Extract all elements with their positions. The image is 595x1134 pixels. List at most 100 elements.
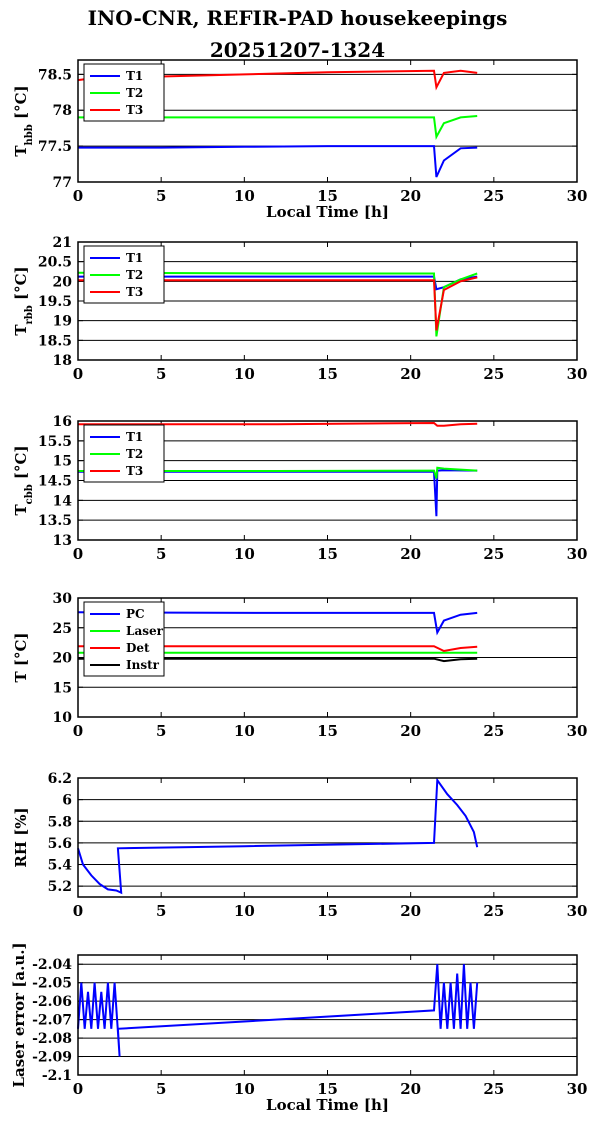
y-tick-label: 18.5 [38, 333, 72, 349]
chart-panel-2: 18 18.5 19 19.5 20 20.5 21 0 5 10 15 20 25 30 Trbb [°C… [12, 235, 587, 383]
y-tick-label: 15.5 [38, 434, 72, 450]
series-line-pc [77, 611, 478, 636]
series-line-1 [77, 777, 479, 895]
y-axis-label: Laser error [a.u.] [10, 942, 28, 1087]
chart-panel-3: 13 13.5 14 14.5 15 15.5 16 0 5 10 15 20 25 30 Tcbb [°C… [12, 414, 587, 563]
legend-label: T1 [126, 251, 143, 265]
x-tick-label: 20 [400, 187, 421, 205]
x-tick-label: 20 [400, 365, 421, 383]
y-tick-label: 19 [53, 314, 72, 330]
series-line-det [78, 645, 478, 653]
legend: PC Laser Det Instr [83, 601, 165, 677]
x-tick-label: 20 [400, 902, 421, 920]
y-tick-label: 20 [53, 651, 73, 667]
legend-label: T2 [126, 86, 143, 100]
legend-label: T3 [126, 285, 143, 299]
x-tick-label: 30 [567, 187, 588, 205]
y-axis-label: RH [%] [12, 807, 30, 867]
x-tick-label: 5 [156, 187, 166, 205]
x-tick-label: 25 [483, 545, 504, 563]
y-tick-label: 14.5 [38, 474, 72, 490]
y-tick-label: 19.5 [38, 294, 72, 310]
x-tick-label: 0 [73, 1080, 83, 1098]
y-tick-label: 21 [53, 235, 72, 251]
x-tick-label: 25 [483, 365, 504, 383]
legend-label: T3 [126, 103, 143, 117]
x-axis-label: Local Time [h] [266, 1096, 389, 1114]
x-tick-label: 10 [234, 187, 255, 205]
x-tick-label: 0 [73, 722, 83, 740]
y-tick-label: 5.2 [48, 879, 72, 895]
y-tick-label: 16 [53, 414, 72, 430]
y-tick-label: 25 [53, 621, 72, 637]
legend: T1 T2 T3 [83, 245, 165, 304]
x-tick-label: 5 [156, 365, 166, 383]
x-tick-label: 15 [317, 1080, 338, 1098]
legend: T1 T2 T3 [83, 63, 165, 122]
chart-panel-5: 5.2 5.4 5.6 5.8 6 6.2 0 5 10 15 20 25 30 RH [%] [12, 771, 587, 920]
title-line-2: 20251207-1324 [209, 38, 386, 62]
y-tick-label: 30 [53, 591, 73, 607]
y-tick-label: 6 [62, 793, 72, 809]
series-line-t3 [78, 276, 478, 331]
x-tick-label: 0 [73, 545, 83, 563]
y-tick-label: 78 [53, 103, 72, 119]
legend-label: PC [126, 607, 145, 621]
y-tick-label: -2.07 [32, 1013, 72, 1029]
y-tick-label: 10 [53, 710, 73, 726]
x-axis-label: Local Time [h] [266, 203, 389, 221]
x-tick-label: 10 [234, 545, 255, 563]
y-tick-label: 13.5 [38, 513, 72, 529]
plot-frame [77, 597, 578, 718]
y-tick-label: 5.6 [48, 836, 72, 852]
y-axis-label: Thbb [°C] [12, 85, 35, 156]
y-tick-label: 77.5 [38, 139, 72, 155]
x-tick-label: 10 [234, 365, 255, 383]
legend-label: Laser [126, 624, 164, 638]
chart-panel-4: 10 15 20 25 30 0 5 10 15 20 25 30 T [°C] PC Laser Det In… [12, 591, 587, 740]
x-tick-label: 25 [483, 187, 504, 205]
series-line-1 [77, 964, 479, 1057]
y-axis-label: Trbb [°C] [12, 266, 35, 335]
y-tick-label: -2.08 [32, 1031, 72, 1047]
x-tick-label: 0 [73, 187, 83, 205]
legend-label: T2 [126, 447, 143, 461]
x-tick-label: 25 [483, 722, 504, 740]
legend-label: Instr [126, 658, 160, 672]
x-tick-label: 15 [317, 545, 338, 563]
y-tick-label: -2.1 [42, 1068, 72, 1084]
y-tick-label: 20.5 [38, 255, 72, 271]
x-tick-label: 10 [234, 902, 255, 920]
legend-label: T1 [126, 430, 143, 444]
x-tick-label: 20 [400, 1080, 421, 1098]
x-tick-label: 20 [400, 722, 421, 740]
legend: T1 T2 T3 [83, 424, 165, 483]
series-line-t1 [78, 145, 478, 178]
chart-panel-6: -2.1 -2.09 -2.08 -2.07 -2.06 -2.05 -2.04 0 5 10 15… [10, 942, 587, 1114]
y-tick-label: -2.05 [32, 976, 72, 992]
series-line-instr [78, 657, 478, 663]
y-tick-label: 13 [53, 533, 72, 549]
legend-label: T2 [126, 268, 143, 282]
x-tick-label: 25 [483, 1080, 504, 1098]
x-tick-label: 30 [567, 1080, 588, 1098]
title-line-1: INO-CNR, REFIR-PAD housekeepings [87, 6, 508, 30]
x-tick-label: 25 [483, 902, 504, 920]
y-axis-label: T [°C] [12, 632, 30, 682]
plot-frame [77, 777, 578, 898]
x-tick-label: 0 [73, 365, 83, 383]
plot-frame [77, 59, 578, 183]
x-tick-label: 15 [317, 902, 338, 920]
y-tick-label: 18 [53, 353, 72, 369]
legend-label: T1 [126, 69, 143, 83]
x-tick-label: 30 [567, 902, 588, 920]
series-line-t2 [77, 271, 478, 337]
page-title: INO-CNR, REFIR-PAD housekeepings 2025120… [0, 2, 595, 66]
x-tick-label: 0 [73, 902, 83, 920]
plot-frame [77, 241, 578, 361]
x-tick-label: 20 [400, 545, 421, 563]
chart-panel-1: 77 77.5 78 78.5 0 5 10 15 20 25 30 Thbb [°C] Local T… [12, 59, 588, 221]
x-tick-label: 15 [317, 365, 338, 383]
legend-label: Det [126, 641, 150, 655]
